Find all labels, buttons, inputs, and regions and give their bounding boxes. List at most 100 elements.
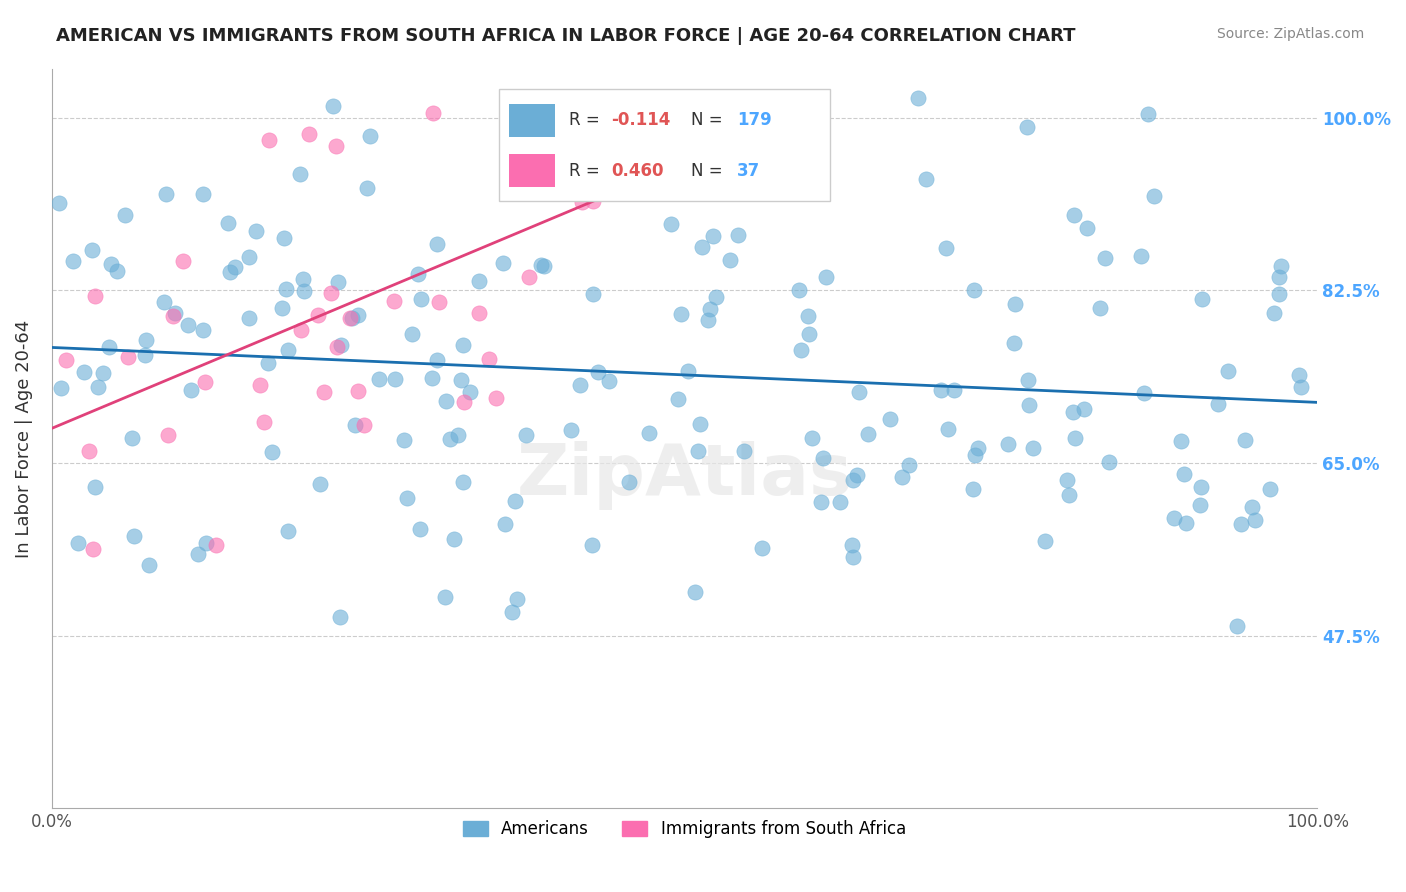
- Point: [1017, 374, 1039, 388]
- Point: [100, 257, 122, 271]
- Point: [401, 326, 423, 341]
- Point: [322, 99, 344, 113]
- Point: [195, 536, 218, 550]
- Point: [270, 301, 292, 315]
- Point: [434, 394, 457, 409]
- Point: [277, 524, 299, 539]
- Point: [898, 458, 921, 472]
- Point: [274, 282, 297, 296]
- Point: [325, 139, 347, 153]
- Point: [460, 385, 482, 400]
- Point: [82, 541, 104, 556]
- Point: [790, 343, 813, 357]
- Point: [558, 105, 581, 120]
- Point: [935, 241, 957, 255]
- Point: [66, 535, 89, 549]
- Point: [238, 250, 260, 264]
- Point: [704, 290, 727, 304]
- Point: [1289, 380, 1312, 394]
- Point: [997, 437, 1019, 451]
- Point: [856, 426, 879, 441]
- Point: [294, 284, 316, 298]
- Text: N =: N =: [690, 112, 728, 129]
- Point: [1189, 480, 1212, 494]
- Point: [1229, 517, 1251, 532]
- Point: [84, 289, 107, 303]
- Point: [598, 91, 620, 105]
- Point: [439, 432, 461, 446]
- Text: AMERICAN VS IMMIGRANTS FROM SOUTH AFRICA IN LABOR FORCE | AGE 20-64 CORRELATION : AMERICAN VS IMMIGRANTS FROM SOUTH AFRICA…: [56, 27, 1076, 45]
- Point: [382, 294, 405, 309]
- Point: [187, 547, 209, 561]
- Text: R =: R =: [568, 112, 605, 129]
- Point: [93, 366, 115, 380]
- Point: [478, 351, 501, 366]
- Text: 37: 37: [737, 161, 761, 179]
- Point: [451, 338, 474, 352]
- Point: [1056, 473, 1078, 487]
- Point: [347, 384, 370, 398]
- Point: [842, 473, 865, 487]
- Point: [842, 550, 865, 565]
- Text: -0.114: -0.114: [612, 112, 671, 129]
- Point: [172, 254, 194, 268]
- Point: [219, 265, 242, 279]
- Point: [659, 217, 682, 231]
- Point: [558, 153, 581, 167]
- Point: [588, 365, 610, 379]
- Point: [751, 541, 773, 555]
- Point: [799, 327, 821, 342]
- Point: [165, 306, 187, 320]
- Point: [157, 428, 180, 442]
- Point: [273, 230, 295, 244]
- Point: [292, 272, 315, 286]
- Point: [135, 333, 157, 347]
- Point: [256, 356, 278, 370]
- Point: [506, 592, 529, 607]
- Point: [733, 443, 755, 458]
- Point: [1233, 433, 1256, 447]
- Point: [277, 343, 299, 357]
- Point: [1136, 106, 1159, 120]
- Point: [1090, 301, 1112, 315]
- Point: [1057, 488, 1080, 502]
- Point: [686, 443, 709, 458]
- Point: [453, 475, 475, 490]
- Point: [1129, 249, 1152, 263]
- Point: [177, 318, 200, 333]
- Point: [121, 431, 143, 445]
- Point: [963, 283, 986, 297]
- Point: [290, 322, 312, 336]
- Point: [1018, 398, 1040, 412]
- Point: [830, 494, 852, 508]
- Point: [1063, 208, 1085, 222]
- Point: [810, 495, 832, 509]
- Point: [307, 308, 329, 322]
- Point: [152, 295, 174, 310]
- Point: [368, 372, 391, 386]
- Point: [193, 323, 215, 337]
- Point: [967, 441, 990, 455]
- Point: [582, 194, 605, 208]
- Point: [353, 418, 375, 433]
- Point: [80, 244, 103, 258]
- Point: [723, 169, 745, 184]
- Point: [669, 307, 692, 321]
- Point: [498, 93, 520, 107]
- Point: [814, 270, 837, 285]
- Text: 0.460: 0.460: [612, 161, 664, 179]
- Point: [422, 371, 444, 385]
- Point: [342, 311, 364, 326]
- Point: [329, 610, 352, 624]
- Point: [396, 491, 419, 505]
- Point: [505, 494, 527, 508]
- Point: [249, 377, 271, 392]
- Point: [426, 352, 449, 367]
- Text: 179: 179: [737, 112, 772, 129]
- Point: [1017, 120, 1039, 134]
- Point: [1073, 401, 1095, 416]
- Point: [1098, 455, 1121, 469]
- Point: [55, 352, 77, 367]
- Point: [155, 186, 177, 201]
- Point: [347, 308, 370, 322]
